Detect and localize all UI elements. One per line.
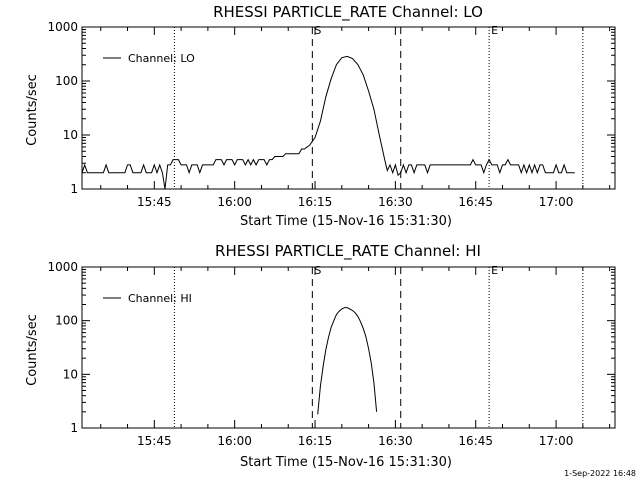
x-tick-label: 17:00 [539,195,574,209]
y-tick-label: 1 [70,182,78,196]
x-tick-label: 16:15 [298,195,333,209]
y-axis-label: Counts/sec [25,314,40,386]
series-line [81,55,575,190]
x-tick-label: 15:45 [137,434,172,448]
marker-label: E [491,24,498,37]
marker-label: S [314,24,321,37]
x-tick-label: 15:45 [137,195,172,209]
x-tick-label: 16:00 [217,195,252,209]
y-tick-label: 1 [70,421,78,435]
legend-label: Channel: HI [128,292,192,305]
x-tick-label: 16:45 [458,195,493,209]
x-tick-label: 16:30 [378,434,413,448]
chart-title: RHESSI PARTICLE_RATE Channel: LO [213,3,483,22]
x-tick-label: 16:15 [298,434,333,448]
x-tick-label: 17:00 [539,434,574,448]
chart-title: RHESSI PARTICLE_RATE Channel: HI [215,242,481,261]
x-axis-label: Start Time (15-Nov-16 15:31:30) [240,214,452,229]
x-tick-label: 16:30 [378,195,413,209]
marker-label: S [314,264,321,277]
x-tick-label: 16:00 [217,434,252,448]
legend-label: Channel: LO [128,52,195,65]
y-tick-label: 10 [63,128,78,142]
y-axis-label: Counts/sec [25,74,40,146]
date-stamp: 1-Sep-2022 16:48 [564,469,636,478]
plot-frame [81,26,616,190]
y-tick-label: 10 [63,367,78,381]
series-line [317,307,378,415]
chart-panel-lo: RHESSI PARTICLE_RATE Channel: LO Start T… [25,3,616,229]
marker-label: E [491,264,498,277]
y-tick-label: 100 [55,74,78,88]
y-tick-label: 100 [55,314,78,328]
chart-panel-hi: RHESSI PARTICLE_RATE Channel: HI Start T… [25,242,616,470]
x-tick-label: 16:45 [458,434,493,448]
x-axis-label: Start Time (15-Nov-16 15:31:30) [240,455,452,470]
y-tick-label: 1000 [47,260,78,274]
y-tick-label: 1000 [47,20,78,34]
plot-frame [81,266,616,429]
